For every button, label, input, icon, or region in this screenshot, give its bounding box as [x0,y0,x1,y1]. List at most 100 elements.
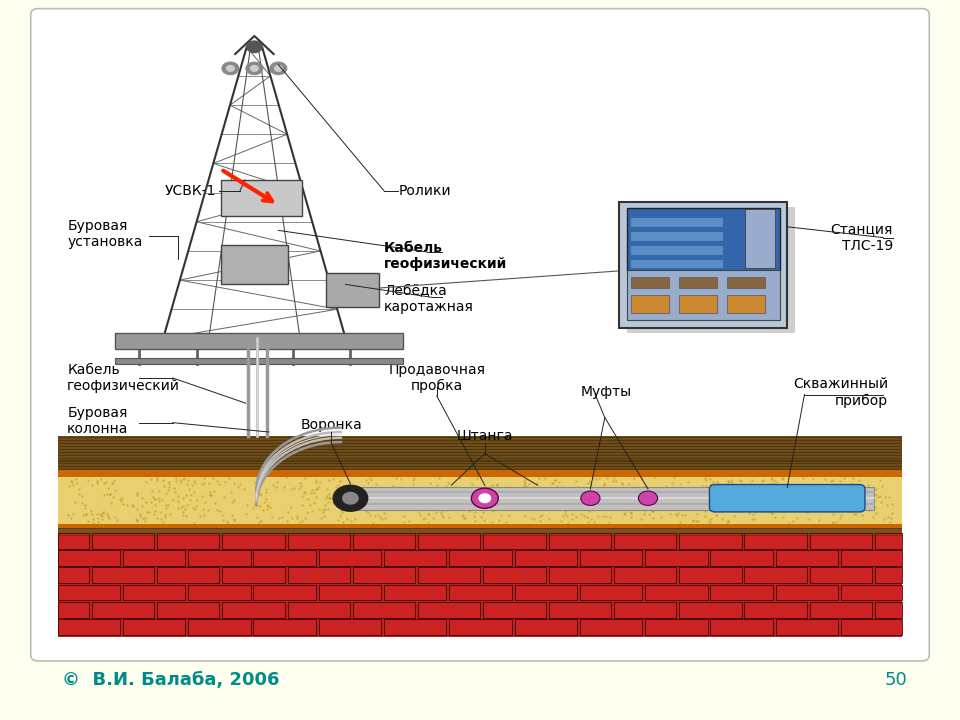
Point [165,495,180,506]
Point [598,487,613,498]
Point [248,482,263,494]
Point [175,509,190,521]
Point [675,510,690,521]
Point [841,503,856,514]
Point [339,513,354,525]
Point [584,513,599,524]
Point [688,515,704,526]
Point [132,510,147,521]
Point [722,497,737,508]
Point [702,515,717,526]
Point [797,480,812,492]
Point [303,487,319,499]
Point [420,508,436,520]
Point [702,479,717,490]
Point [130,503,145,514]
Point [488,484,503,495]
Point [180,499,195,510]
Point [516,483,532,495]
Point [473,486,489,498]
Bar [115,358,403,364]
Point [466,498,481,509]
Point [78,502,93,513]
Point [205,472,221,484]
Point [804,504,820,516]
Point [698,474,713,486]
Point [823,504,838,516]
Point [588,473,604,485]
Point [212,505,228,517]
Point [636,508,651,520]
Point [295,499,310,510]
Point [599,510,614,522]
Point [832,496,848,508]
Point [64,477,80,488]
Point [89,475,105,487]
Point [96,507,111,518]
Point [724,488,739,500]
Point [367,496,382,508]
Point [475,506,491,518]
Polygon shape [157,567,219,583]
Circle shape [246,62,263,75]
Polygon shape [288,602,349,618]
Point [363,474,378,486]
Point [220,517,235,528]
Bar [631,246,723,255]
Point [107,474,122,486]
Polygon shape [188,550,251,566]
Point [727,510,742,522]
Point [636,490,651,502]
Point [430,495,445,506]
Bar [627,270,780,320]
Point [403,483,419,495]
Point [829,498,845,510]
Point [815,498,830,509]
Point [201,504,216,516]
Point [332,474,348,486]
Point [141,506,156,518]
Point [849,493,864,505]
Point [147,499,162,510]
Point [77,499,92,510]
Point [95,506,110,518]
Point [719,504,734,516]
Point [845,472,860,484]
Bar [727,295,765,313]
Point [448,484,464,495]
Point [521,478,537,490]
Point [442,482,457,493]
Point [393,473,408,485]
Point [702,485,717,497]
Bar [221,180,302,216]
Point [810,498,826,510]
Point [637,480,653,492]
Polygon shape [58,455,902,456]
Point [642,495,658,506]
Point [544,484,560,495]
Point [767,474,782,485]
Point [876,513,892,525]
Point [595,496,611,508]
Point [665,481,681,492]
Point [684,498,699,510]
Polygon shape [419,602,480,618]
Point [263,501,278,513]
Circle shape [275,66,282,71]
Point [366,518,381,529]
Point [851,474,866,486]
Point [457,513,472,524]
Point [761,488,777,500]
Point [304,485,320,496]
Point [388,497,403,508]
Point [456,500,471,512]
Point [270,477,285,488]
Circle shape [270,62,287,75]
Point [147,508,162,520]
Point [104,498,119,509]
Point [399,500,415,511]
Point [764,508,780,519]
Point [820,503,835,514]
Bar [627,207,795,333]
Polygon shape [341,487,874,510]
